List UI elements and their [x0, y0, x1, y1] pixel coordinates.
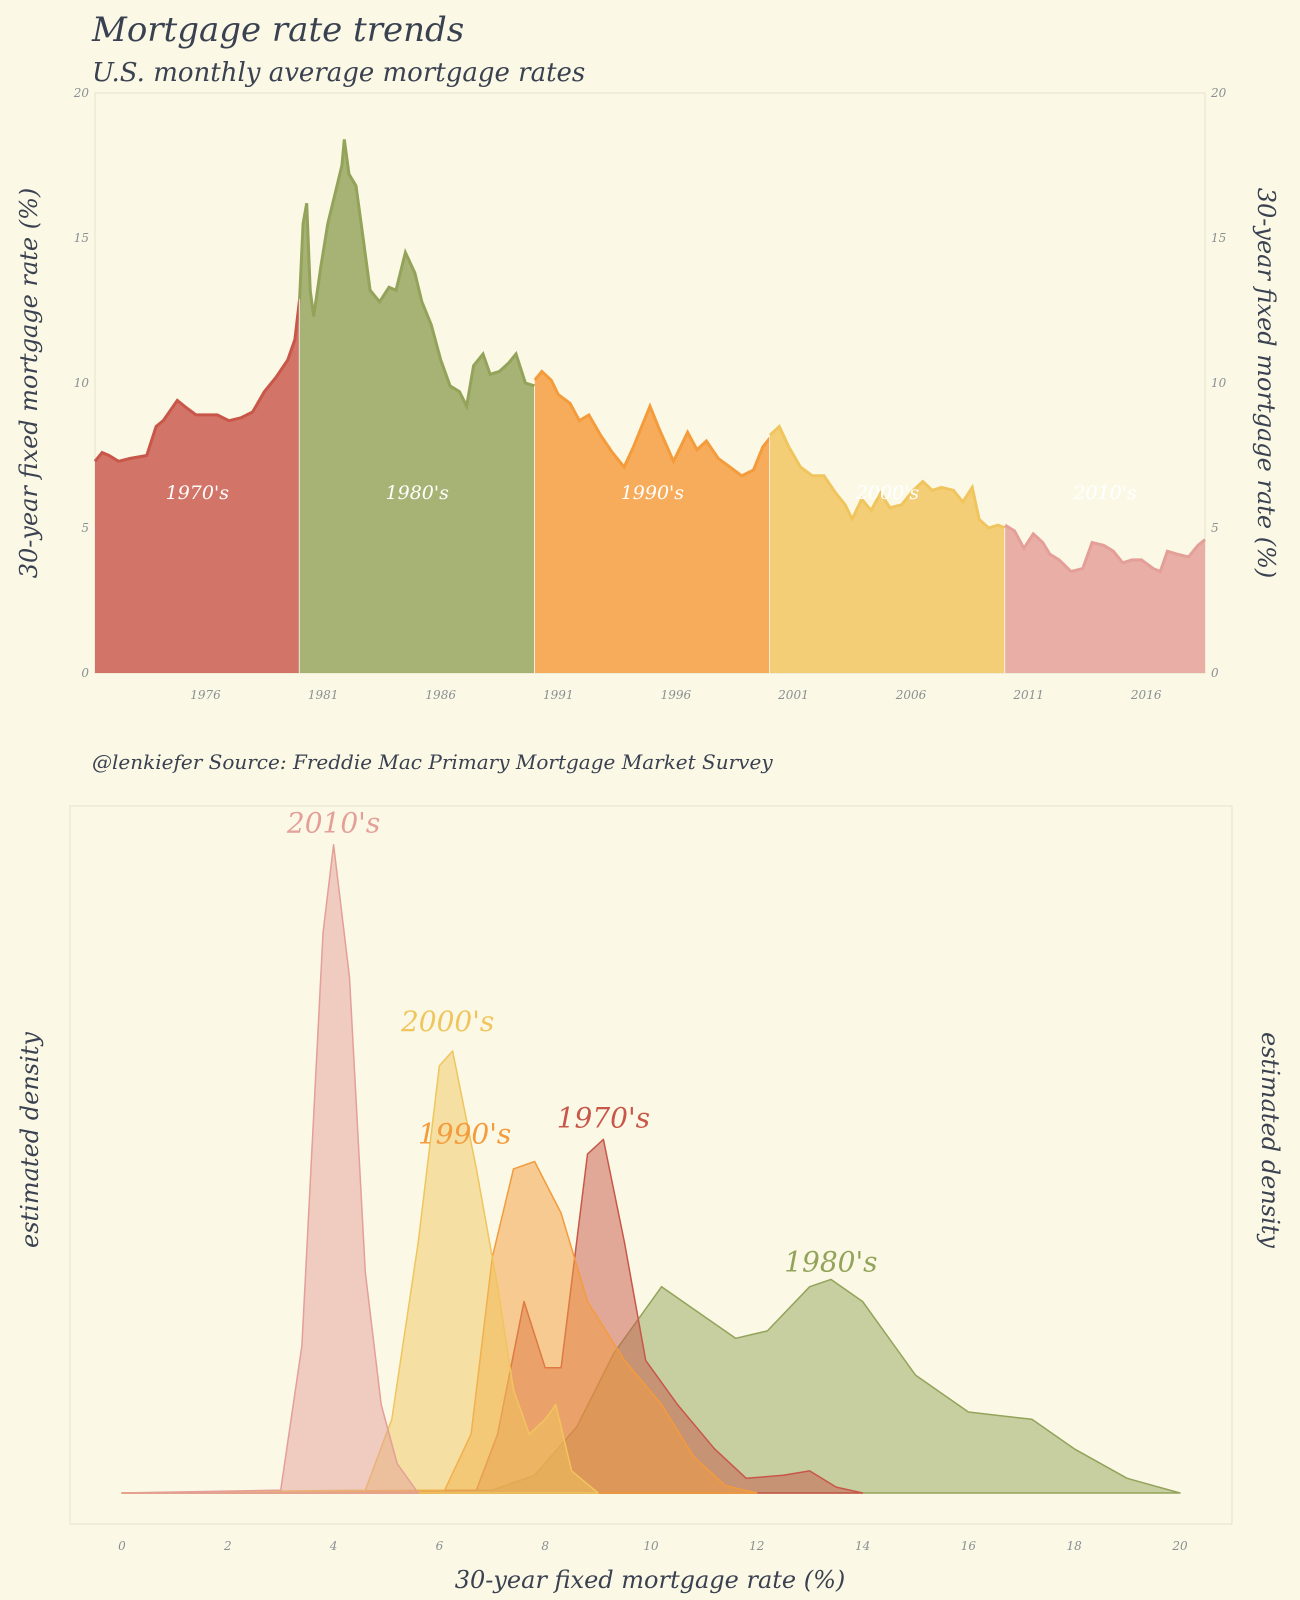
density-x-tick-label: 4 — [329, 1539, 338, 1553]
area-2010s — [1005, 525, 1205, 673]
x-tick-label: 2006 — [895, 688, 927, 702]
top-left-y-axis-title: 30-year fixed mortgage rate (%) — [15, 188, 43, 579]
x-tick-label: 1996 — [661, 688, 692, 702]
source-caption: @lenkiefer Source: Freddie Mac Primary M… — [92, 750, 773, 774]
chart-subtitle: U.S. monthly average mortgage rates — [92, 58, 586, 88]
x-tick-label: 2001 — [777, 688, 809, 702]
density-x-tick-label: 6 — [436, 1539, 444, 1553]
x-tick-label: 1991 — [543, 688, 574, 702]
density-x-tick-label: 20 — [1171, 1539, 1188, 1553]
x-tick-label: 2011 — [1012, 688, 1044, 702]
area-1980s — [299, 139, 535, 673]
area-1990s — [534, 371, 770, 673]
bottom-plot-frame — [69, 805, 1233, 1525]
line-1990s — [533, 369, 772, 478]
density-series-labels: 1980's 1970's 1990's 2000's 2010's — [286, 807, 878, 1279]
y-tick-label-left: 15 — [74, 231, 89, 245]
density-chart: 1980's 1970's 1990's 2000's 2010's 0 2 4 6 8 10 12… — [16, 805, 1284, 1594]
y-tick-label-right: 10 — [1211, 376, 1227, 390]
density-x-tick-label: 16 — [961, 1539, 977, 1553]
decade-label-1990s: 1990's — [621, 482, 685, 504]
y-tick-label-right: 20 — [1210, 86, 1227, 100]
density-area-series — [121, 843, 1181, 1494]
bottom-left-y-axis-title: estimated density — [16, 1032, 44, 1248]
density-x-tick-label: 0 — [118, 1539, 126, 1553]
line-1980s — [298, 139, 536, 412]
density-x-tick-label: 14 — [855, 1539, 870, 1553]
density-x-tick-label: 18 — [1067, 1539, 1083, 1553]
density-label-2010s: 2010's — [286, 807, 380, 840]
density-x-tick-label: 12 — [749, 1539, 764, 1553]
y-tick-label-right: 15 — [1211, 231, 1226, 245]
density-label-1970s: 1970's — [557, 1101, 650, 1134]
y-tick-label-left: 0 — [81, 666, 89, 680]
area-1970s — [95, 298, 300, 673]
density-2010s — [121, 843, 419, 1494]
line-2010s — [1004, 523, 1206, 574]
density-2000s — [121, 1050, 599, 1494]
y-tick-label-right: 5 — [1211, 521, 1219, 535]
decade-label-1980s: 1980's — [386, 482, 450, 504]
density-x-tick-label: 10 — [643, 1539, 659, 1553]
x-tick-label: 1976 — [190, 688, 221, 702]
density-label-1990s: 1990's — [418, 1118, 511, 1151]
top-right-y-axis-title: 30-year fixed mortgage rate (%) — [1252, 188, 1280, 579]
chart-title: Mortgage rate trends — [92, 10, 465, 50]
density-x-tick-label: 8 — [541, 1539, 549, 1553]
x-tick-label: 1981 — [308, 688, 339, 702]
line-2000s — [768, 423, 1006, 530]
bottom-x-axis-title: 30-year fixed mortgage rate (%) — [455, 1566, 846, 1594]
x-tick-label: 2016 — [1130, 688, 1162, 702]
x-tick-label: 1986 — [425, 688, 456, 702]
y-tick-label-left: 5 — [81, 521, 89, 535]
density-label-1980s: 1980's — [784, 1245, 877, 1278]
top-x-axis: 1976 1981 1986 1991 1996 2001 2006 2011 2016 — [190, 688, 1162, 702]
rate-area-chart: 1970's 1980's 1990's 2000's 2010's 1976 1981 1… — [15, 86, 1280, 702]
decade-label-1970s: 1970's — [166, 482, 230, 504]
top-area-series — [93, 139, 1206, 673]
top-decade-labels: 1970's 1980's 1990's 2000's 2010's — [166, 482, 1137, 504]
line-1970s — [93, 298, 302, 463]
top-y-axis: 0 0 5 5 10 10 15 15 20 20 — [73, 86, 1227, 680]
decade-label-2000s: 2000's — [855, 482, 920, 504]
y-tick-label-left: 20 — [73, 86, 90, 100]
bottom-right-y-axis-title: estimated density — [1256, 1032, 1284, 1248]
y-tick-label-left: 10 — [74, 376, 90, 390]
y-tick-label-right: 0 — [1211, 666, 1219, 680]
bottom-x-axis: 0 2 4 6 8 10 12 14 16 18 20 — [118, 1539, 1188, 1553]
area-2000s — [769, 426, 1006, 673]
density-x-tick-label: 2 — [223, 1539, 232, 1553]
decade-label-2010s: 2010's — [1072, 482, 1137, 504]
density-label-2000s: 2000's — [400, 1005, 494, 1038]
